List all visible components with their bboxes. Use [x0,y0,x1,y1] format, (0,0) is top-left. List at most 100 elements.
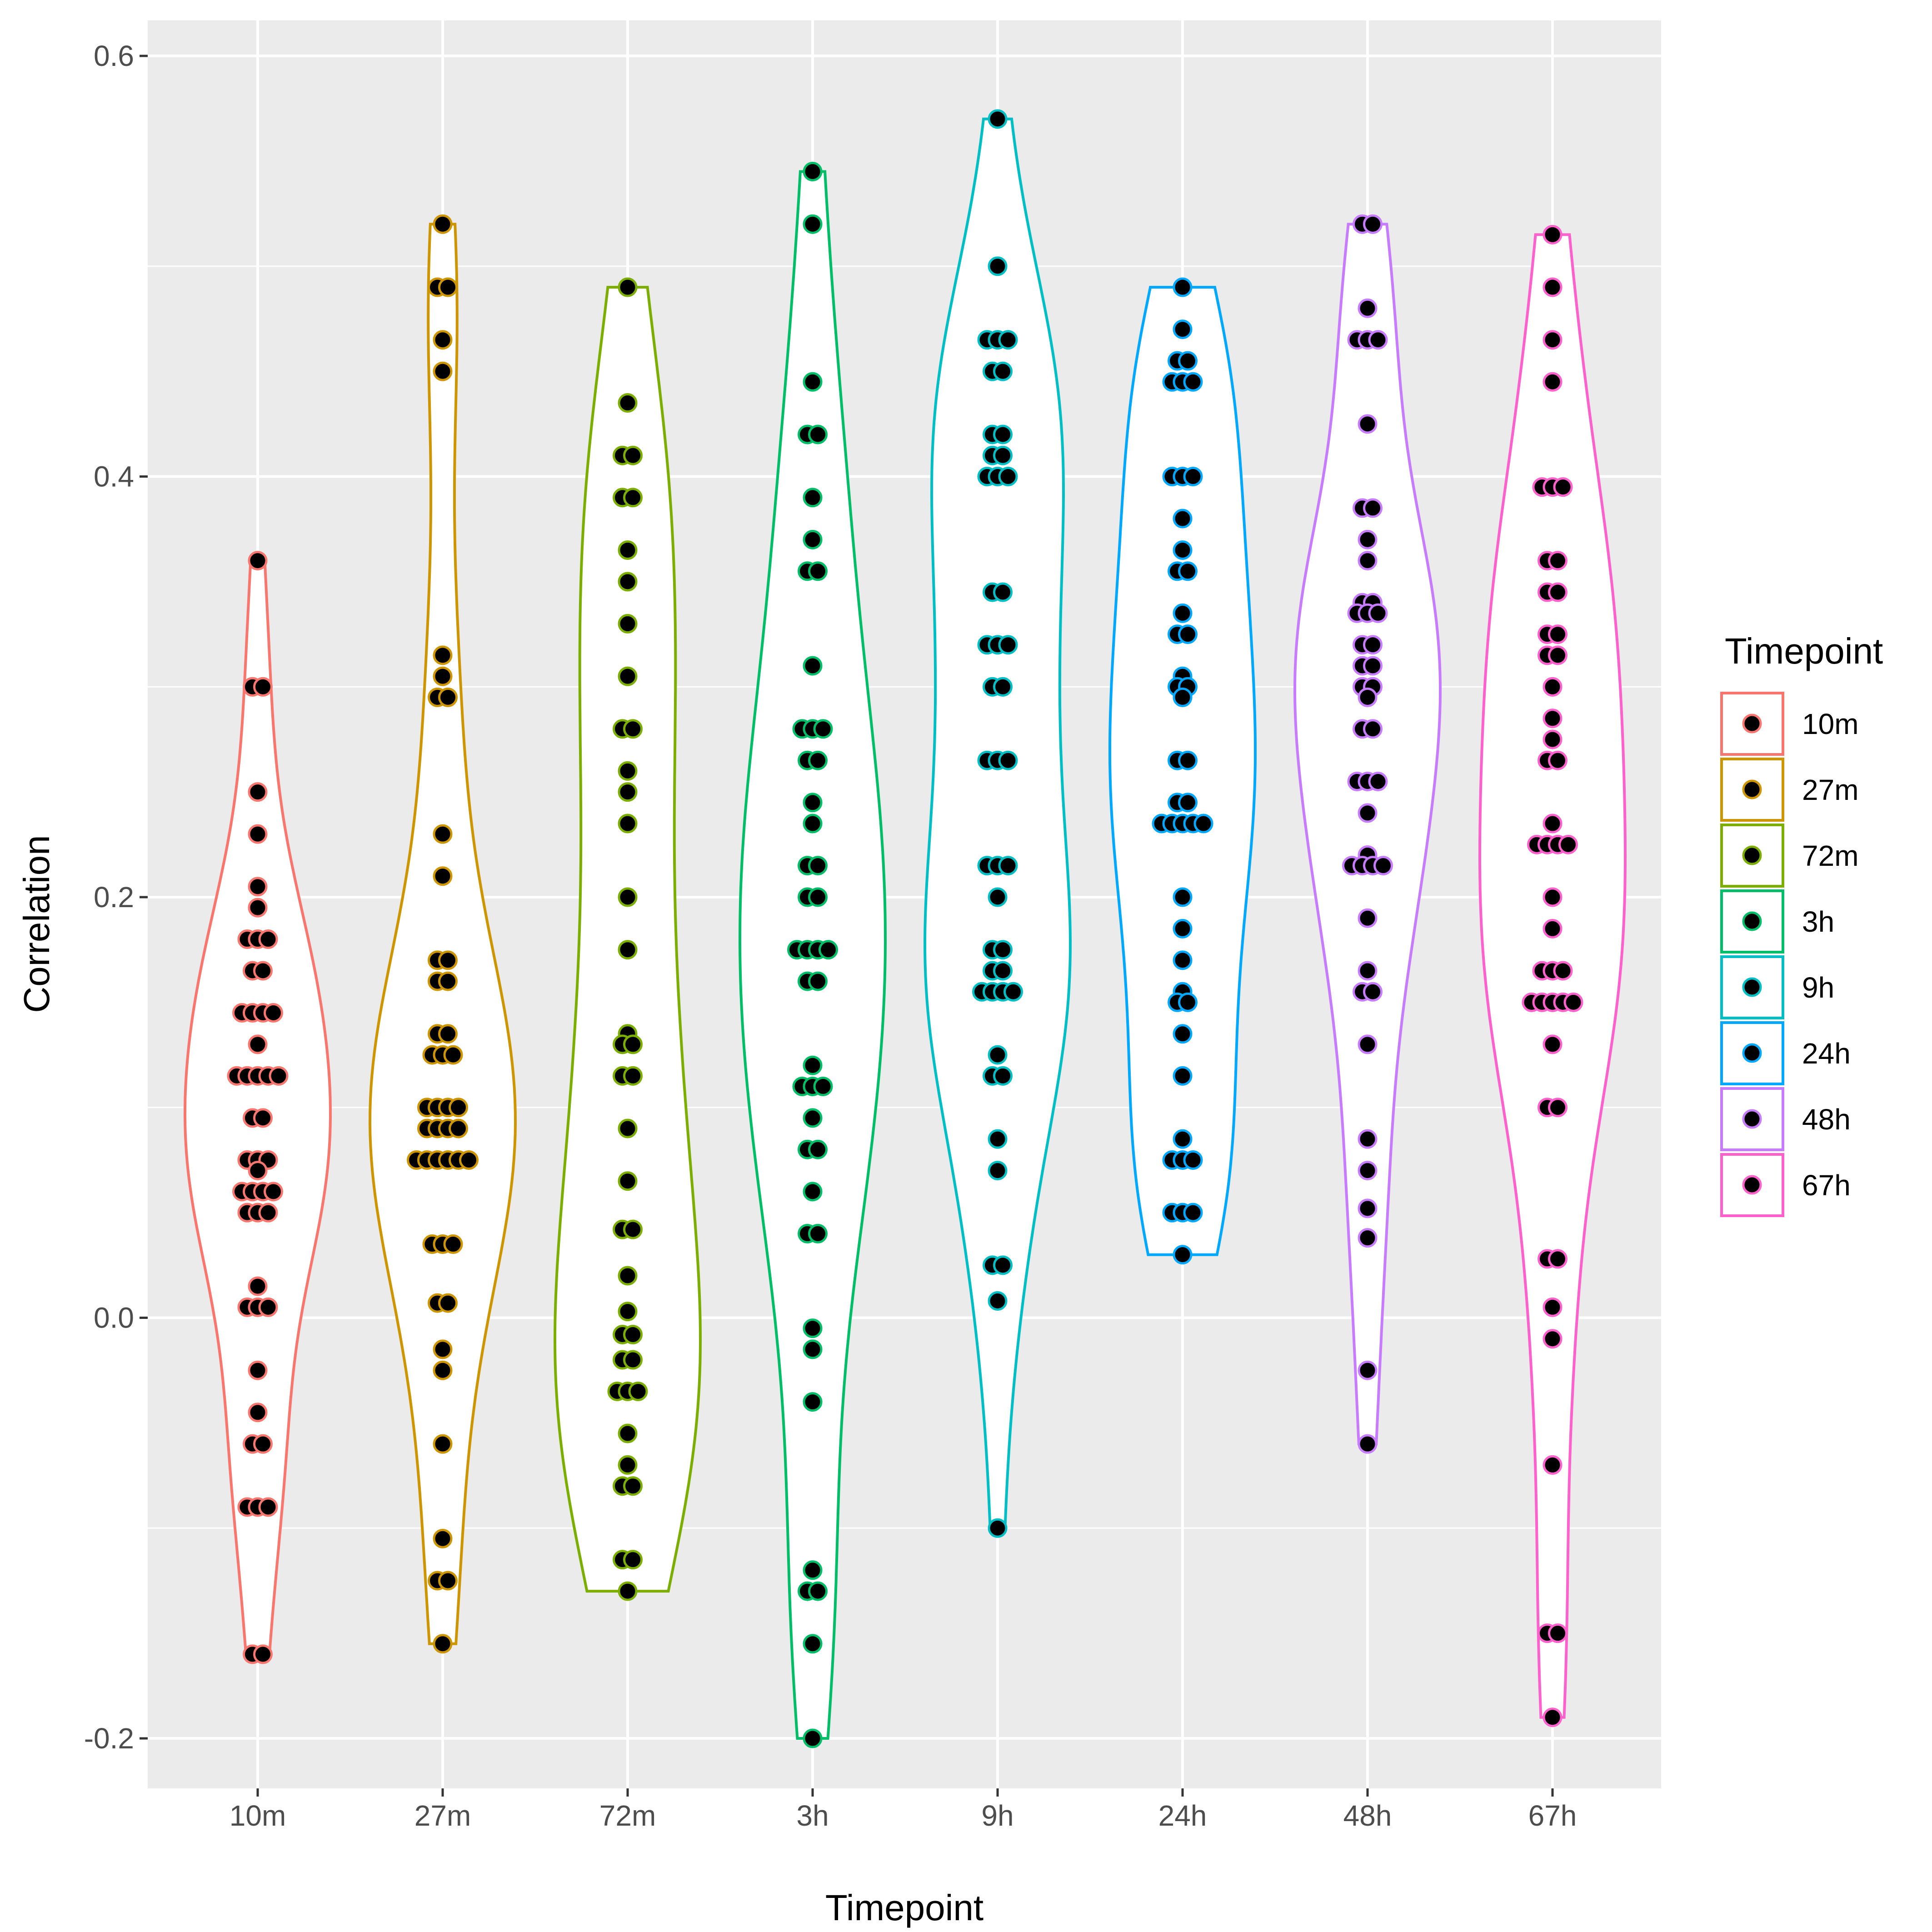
dot-3h [803,1339,823,1359]
dot-48h [1368,330,1388,350]
dot-10m [248,898,268,918]
x-tick-label: 72m [599,1799,656,1832]
dot-48h [1358,961,1378,981]
dot-9h [988,1129,1008,1149]
dot-3h [808,971,828,991]
dot-27m [433,361,453,381]
dot-3h [803,1728,823,1748]
dot-3h [803,1055,823,1075]
dot-48h [1358,1129,1378,1149]
dot-72m [623,1219,643,1239]
dot-67h [1543,277,1563,297]
dot-3h [803,656,823,676]
dot-24h [1173,1066,1193,1086]
dot-72m [618,277,638,297]
legend-dot-67h [1742,1175,1762,1195]
dot-67h [1548,750,1568,770]
legend: Timepoint 10m 27m 72m 3h 9h 24h 48h 67h [1720,631,1883,1217]
dot-67h [1543,330,1563,350]
dot-3h [808,1139,828,1159]
dot-72m [623,445,643,465]
dot-24h [1183,1150,1203,1170]
dot-10m [248,782,268,802]
dot-9h [998,467,1018,486]
dot-27m [438,950,458,970]
dot-67h [1543,709,1563,729]
dot-27m [459,1150,479,1170]
x-tick-label: 27m [414,1799,471,1832]
dot-27m [443,1045,463,1065]
dot-3h [813,1076,833,1096]
dot-10m [248,1276,268,1296]
dot-72m [623,1550,643,1570]
dot-24h [1173,887,1193,907]
dot-72m [618,1118,638,1138]
dot-24h [1178,750,1198,770]
dot-9h [998,856,1018,876]
dot-67h [1543,372,1563,392]
dot-9h [988,1291,1008,1311]
dot-10m [248,1403,268,1423]
dot-67h [1543,1455,1563,1475]
dot-67h [1543,1329,1563,1349]
dot-72m [618,614,638,634]
legend-label-67h: 67h [1802,1169,1851,1202]
x-tick-label: 9h [981,1799,1013,1832]
dot-27m [433,330,453,350]
dot-9h [1003,982,1023,1002]
dot-10m [248,1161,268,1181]
dot-48h [1358,1198,1378,1218]
dot-10m [248,551,268,571]
dot-3h [808,856,828,876]
y-tick-label: 0.0 [94,1302,134,1334]
y-tick-label: 0.4 [94,460,134,493]
dot-67h [1548,582,1568,602]
legend-title: Timepoint [1725,631,1883,671]
dot-67h [1548,624,1568,644]
dot-24h [1173,540,1193,560]
dot-10m [258,1497,278,1517]
dot-3h [808,1581,828,1601]
dot-48h [1358,1161,1378,1181]
dot-24h [1183,372,1203,392]
legend-dot-27m [1742,779,1762,799]
dot-48h [1358,803,1378,823]
x-tick-label: 10m [230,1799,286,1832]
dot-3h [808,750,828,770]
dot-72m [628,1381,648,1401]
dot-3h [803,488,823,508]
dot-27m [438,971,458,991]
dot-24h [1183,467,1203,486]
dot-3h [808,424,828,444]
dot-48h [1358,1360,1378,1380]
dot-10m [253,1434,273,1454]
legend-label-24h: 24h [1802,1037,1851,1070]
violin-72m [553,286,702,1593]
dot-10m [248,877,268,897]
dot-3h [803,1108,823,1128]
dot-67h [1563,992,1583,1012]
dot-72m [623,1350,643,1370]
dot-27m [438,1571,458,1591]
dot-72m [618,782,638,802]
dot-3h [808,1223,828,1243]
dot-72m [623,1034,643,1054]
dot-9h [993,1066,1013,1086]
dot-27m [433,1360,453,1380]
dot-24h [1173,950,1193,970]
dot-24h [1183,1203,1203,1223]
dot-9h [988,1518,1008,1538]
dots [227,109,1583,1748]
dot-72m [618,761,638,781]
dot-10m [253,677,273,697]
y-axis: -0.2 0.0 0.2 0.4 0.6 [84,40,148,1755]
dot-27m [433,1434,453,1454]
dot-48h [1363,656,1383,676]
dot-72m [618,814,638,834]
dot-72m [618,540,638,560]
dot-67h [1548,645,1568,665]
dot-72m [618,1266,638,1286]
dot-24h [1173,687,1193,707]
dot-48h [1368,771,1388,791]
